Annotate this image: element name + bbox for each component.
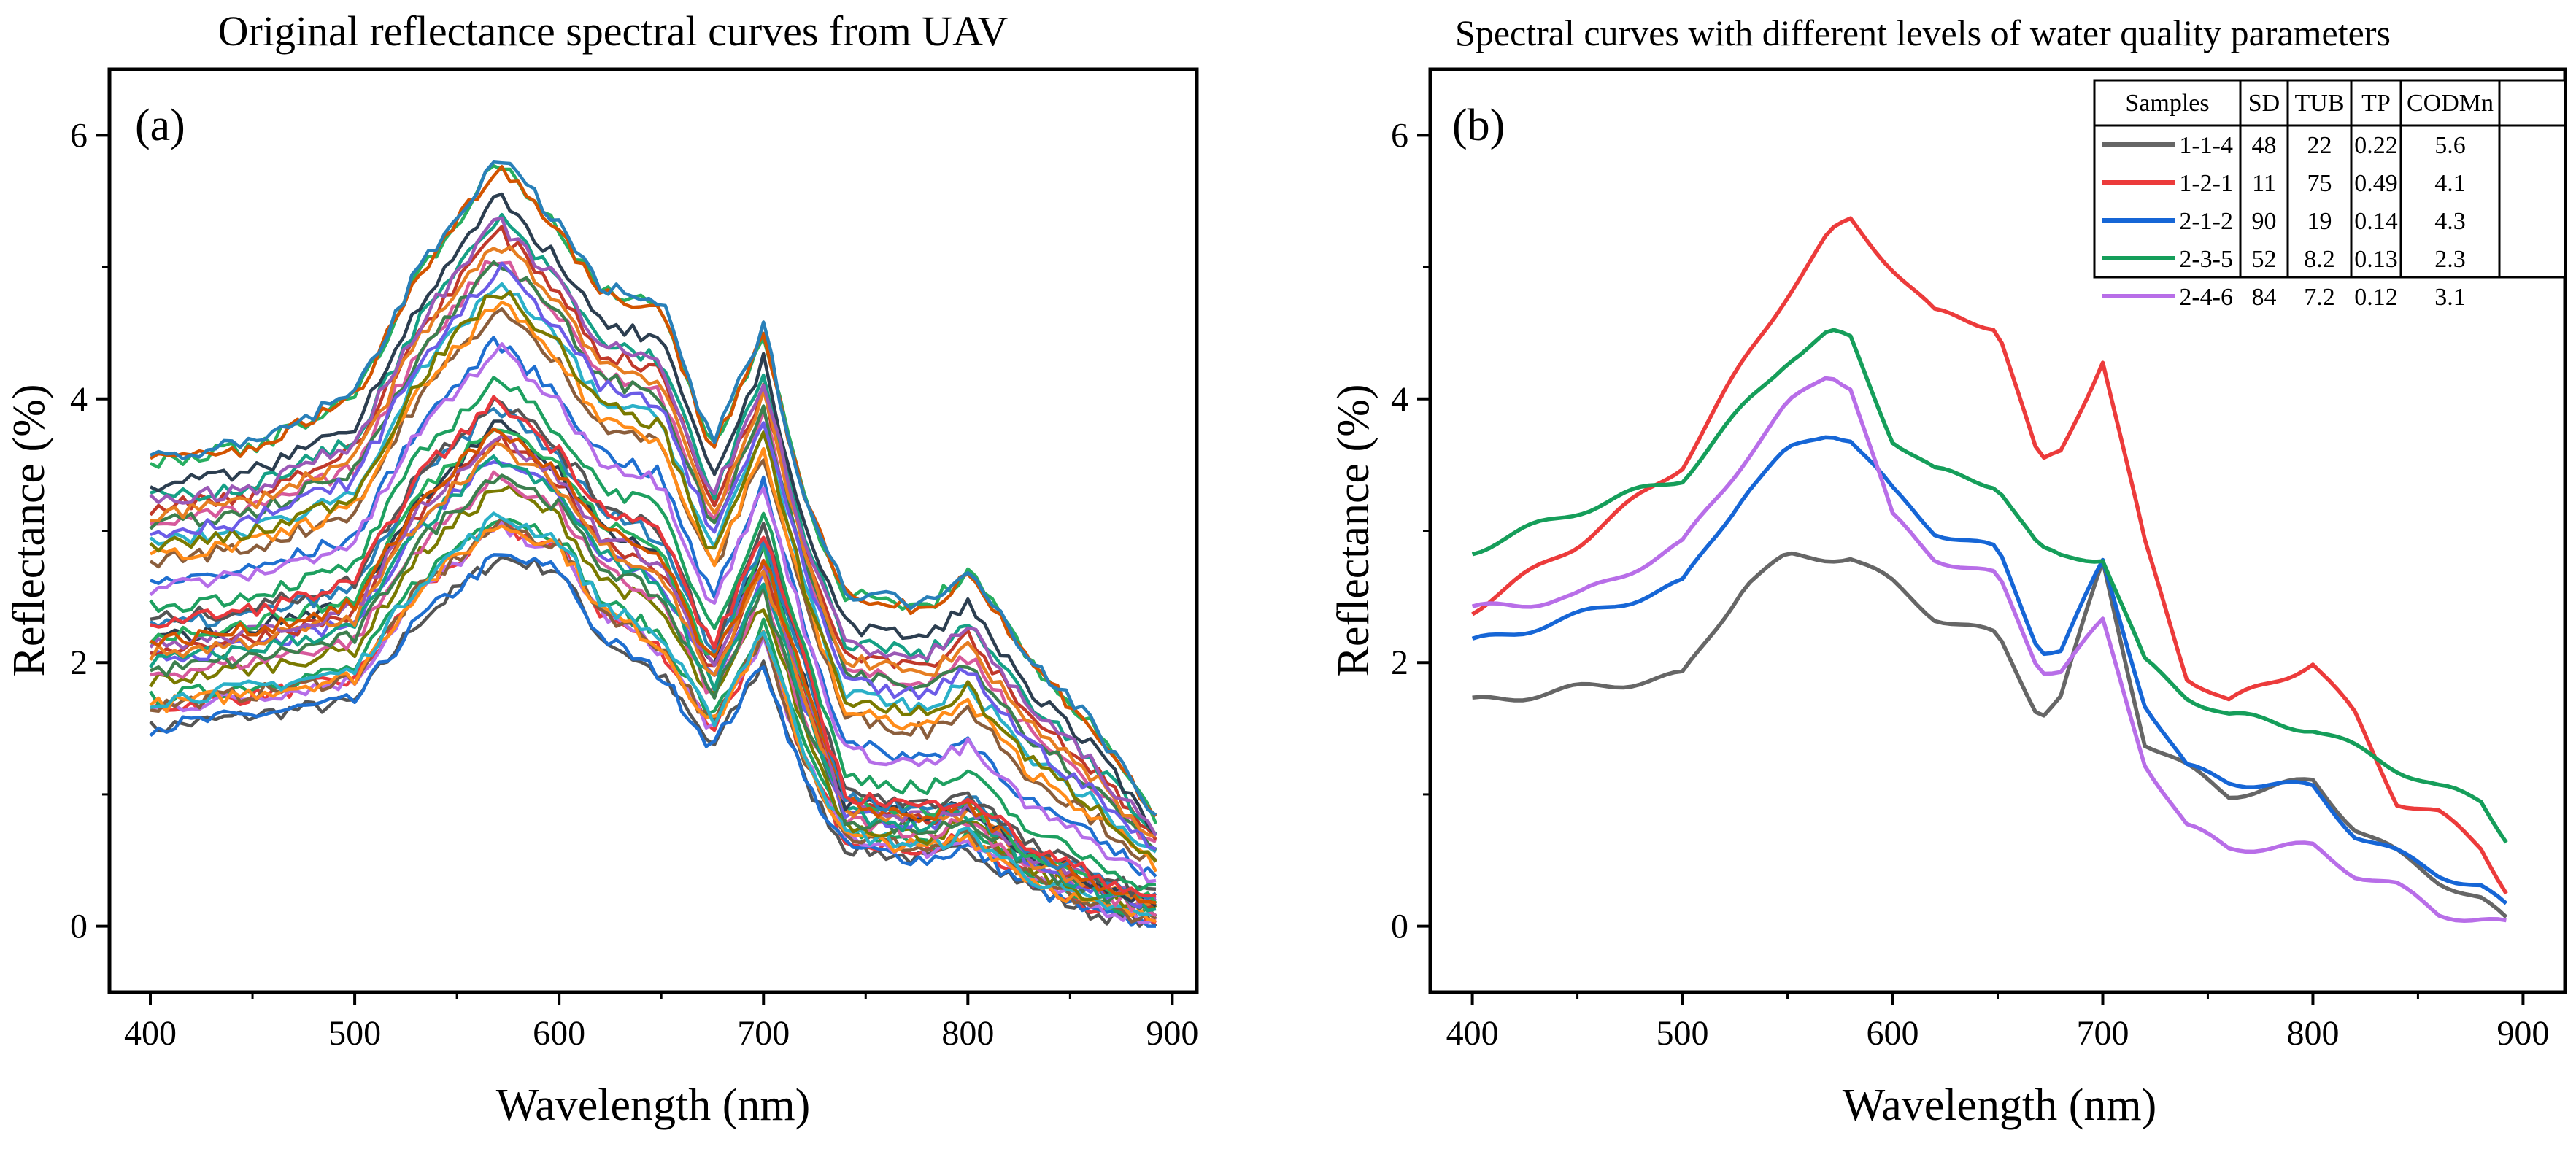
panel-a-ytick-label: 6 — [70, 116, 88, 155]
panel-b-xtick-label: 400 — [1446, 1014, 1499, 1053]
legend-sample-name: 2-3-5 — [2179, 246, 2233, 273]
panel-b-series-group — [1471, 216, 2508, 924]
panel-a-series-line — [149, 192, 1157, 837]
panel-a-series-line — [149, 165, 1157, 818]
legend-sample-name: 2-4-6 — [2179, 284, 2233, 311]
panel-a-series-line — [150, 160, 1157, 816]
panel-a-xtick-label: 500 — [328, 1014, 381, 1053]
panel-a-ytick-label: 2 — [70, 643, 88, 682]
legend-table-cell: 0.49 — [2354, 170, 2398, 197]
panel-a-series-line — [150, 336, 1157, 878]
legend-table-header: CODMn — [2407, 90, 2494, 117]
legend-table-cell: 19 — [2307, 208, 2332, 235]
panel-a-series-line — [149, 376, 1157, 892]
legend-table-cell: 75 — [2307, 170, 2332, 197]
panel-b-label: (b) — [1452, 101, 1505, 150]
legend-table-cell: 22 — [2307, 132, 2332, 159]
panel-a-xtick-label: 800 — [941, 1014, 994, 1053]
panel-b-xtick-label: 600 — [1867, 1014, 1919, 1053]
panel-a-series-line — [150, 260, 1157, 843]
legend-table-cell: 48 — [2252, 132, 2277, 159]
panel-b-ytick-label: 2 — [1391, 643, 1408, 682]
panel-b-xtick-label: 800 — [2286, 1014, 2339, 1053]
panel-a-series-line — [150, 473, 1157, 910]
panel-a-series-line — [149, 225, 1157, 841]
legend-table-frame — [2093, 79, 2567, 279]
panel-a-series-line — [149, 260, 1157, 852]
panel-b-ytick-label: 4 — [1391, 380, 1408, 419]
legend-table-header: Samples — [2125, 90, 2209, 117]
panel-a-xtick-label: 900 — [1146, 1014, 1198, 1053]
panel-a-series-line — [149, 342, 1157, 883]
panel-b-ylabel: Reflectance (%) — [1329, 384, 1378, 676]
panel-b-ytick-label: 6 — [1391, 116, 1408, 155]
panel-a-ytick-label: 0 — [70, 908, 88, 946]
legend-sample-name: 1-1-4 — [2179, 132, 2233, 159]
legend-table-cell: 3.1 — [2434, 284, 2466, 311]
panel-a-xtick-label: 400 — [124, 1014, 177, 1053]
panel-a-series-line — [149, 300, 1158, 873]
panel-a-series-line — [149, 290, 1157, 863]
panel-b-xlabel: Wavelength (nm) — [1843, 1080, 2157, 1130]
panel-b-legend-table: Samples SD TUB TP CODMn 1-1-4 48 22 0.22 5.6 1-2-1… — [2093, 79, 2567, 311]
panel-a-series-line — [150, 395, 1157, 898]
legend-sample-name: 2-1-2 — [2179, 208, 2233, 235]
legend-table-cell: 11 — [2252, 170, 2276, 197]
legend-table-cell: 0.12 — [2354, 284, 2398, 311]
legend-table-cell: 8.2 — [2304, 246, 2335, 273]
panel-a-xlabel: Wavelength (nm) — [496, 1080, 811, 1130]
panel-b-xtick-label: 700 — [2076, 1014, 2129, 1053]
legend-table-cell: 4.1 — [2434, 170, 2466, 197]
panel-a-series-line — [149, 427, 1157, 905]
panel-b-series-2-4-6 — [1471, 376, 2507, 924]
legend-table-cell: 90 — [2252, 208, 2277, 235]
panel-b-xtick-label: 900 — [2496, 1014, 2549, 1053]
legend-table-header: SD — [2248, 90, 2280, 117]
panel-a-label: (a) — [135, 101, 185, 150]
panel-b-ytick-label: 0 — [1391, 908, 1408, 946]
panel-a-series-line — [150, 511, 1157, 917]
legend-table-cell: 7.2 — [2304, 284, 2335, 311]
legend-table-cell: 4.3 — [2434, 208, 2466, 235]
panel-a-series-line — [150, 245, 1157, 838]
legend-table-cell: 0.14 — [2354, 208, 2398, 235]
legend-table-cell: 52 — [2252, 246, 2277, 273]
panel-a-series-line — [149, 484, 1157, 913]
panel-b-xtick-label: 500 — [1657, 1014, 1709, 1053]
panel-a-series-line — [149, 524, 1157, 923]
legend-table-header: TUB — [2295, 90, 2345, 117]
panel-b-axes: 400 500 600 700 800 900 0 2 4 6 — [1391, 116, 2549, 1053]
panel-a-series-line — [149, 307, 1157, 862]
panel-a-xtick-label: 600 — [533, 1014, 585, 1053]
panel-a-series-line — [149, 454, 1157, 913]
panel-a-title: Original reflectance spectral curves fro… — [218, 7, 1009, 55]
panel-a-ylabel: Reflectance (%) — [4, 384, 54, 676]
panel-b-series-1-1-4 — [1472, 551, 2508, 919]
panel-a-series-line — [150, 163, 1158, 824]
panel-a-axes: 400 500 600 700 800 900 0 2 4 6 — [70, 116, 1198, 1053]
panel-a-series-line — [149, 216, 1157, 837]
panel-b-series-1-2-1 — [1471, 216, 2508, 895]
legend-table-header: TP — [2361, 90, 2391, 117]
panel-b-title: Spectral curves with different levels of… — [1455, 12, 2391, 53]
legend-table-cell: 2.3 — [2434, 246, 2466, 273]
panel-a-ytick-label: 4 — [70, 380, 88, 419]
legend-table-cell: 84 — [2252, 284, 2277, 311]
legend-table-cell: 0.13 — [2354, 246, 2398, 273]
panel-b: Spectral curves with different levels of… — [1329, 12, 2567, 1130]
panel-a-series-line — [149, 553, 1156, 928]
legend-sample-name: 1-2-1 — [2179, 170, 2233, 197]
panel-a-series-line — [150, 261, 1157, 851]
panel-a-series-group — [149, 160, 1158, 928]
panel-a-series-line — [149, 282, 1157, 854]
panel-a-xtick-label: 700 — [737, 1014, 790, 1053]
panel-b-series-2-3-5 — [1471, 328, 2508, 844]
panel-a: Original reflectance spectral curves fro… — [4, 7, 1199, 1130]
legend-table-cell: 0.22 — [2354, 132, 2398, 159]
panel-b-series-2-1-2 — [1471, 435, 2508, 905]
legend-table-cell: 5.6 — [2434, 132, 2466, 159]
